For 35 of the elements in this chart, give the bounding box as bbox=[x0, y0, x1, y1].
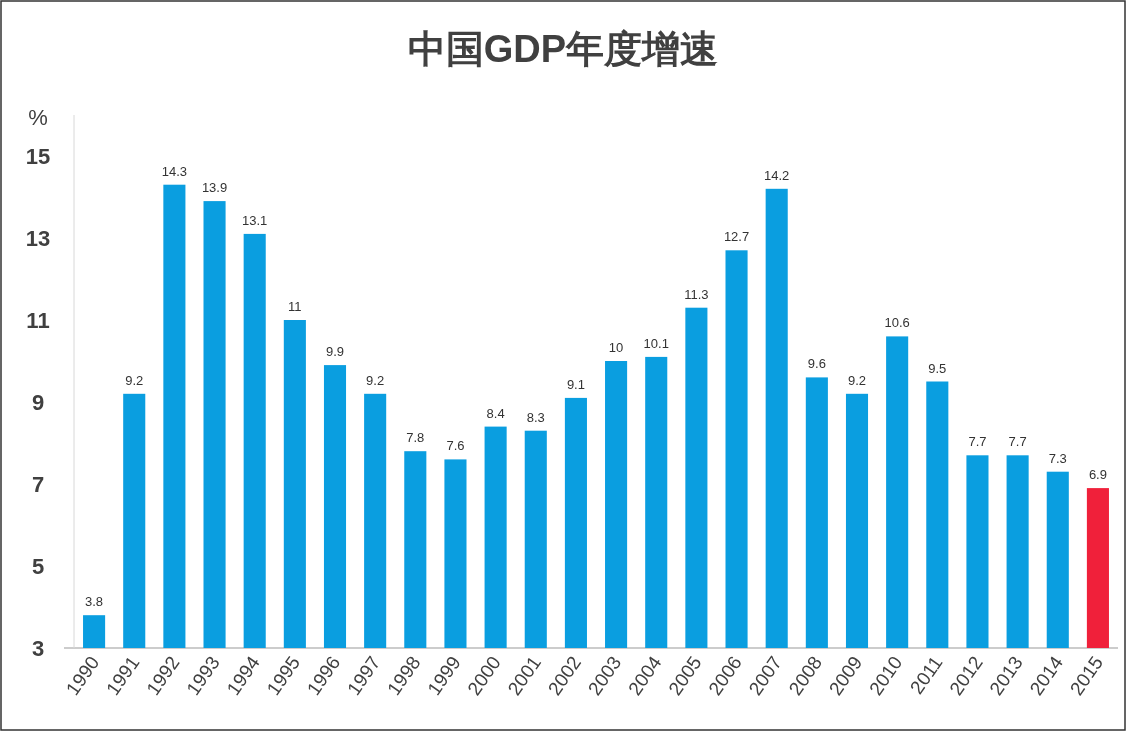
data-label: 7.7 bbox=[1008, 434, 1027, 450]
data-label: 9.1 bbox=[566, 376, 585, 392]
y-tick-label: 5 bbox=[31, 554, 45, 579]
data-label: 13.1 bbox=[242, 212, 268, 228]
y-tick-label: 9 bbox=[31, 390, 45, 415]
y-tick-label: 11 bbox=[26, 308, 50, 333]
data-label: 7.8 bbox=[406, 430, 425, 446]
data-label: 11.3 bbox=[684, 286, 709, 302]
data-label: 9.2 bbox=[125, 372, 144, 388]
y-tick-label: 15 bbox=[25, 144, 51, 169]
y-axis-title: % bbox=[28, 105, 48, 130]
data-label: 14.3 bbox=[161, 163, 188, 179]
y-tick-label: 7 bbox=[31, 472, 45, 497]
data-label: 9.5 bbox=[928, 360, 947, 376]
y-tick-label: 13 bbox=[25, 226, 51, 251]
data-label: 3.8 bbox=[85, 594, 104, 610]
data-label: 9.9 bbox=[325, 344, 345, 360]
data-label: 13.9 bbox=[201, 180, 228, 196]
data-label: 10.6 bbox=[884, 315, 910, 331]
data-label: 9.2 bbox=[366, 372, 385, 388]
data-label: 8.3 bbox=[526, 409, 545, 425]
data-label: 10.1 bbox=[643, 335, 669, 351]
data-label: 9.6 bbox=[807, 356, 826, 372]
data-label: 7.6 bbox=[446, 438, 465, 454]
data-label: 6.9 bbox=[1088, 467, 1107, 483]
data-label: 11 bbox=[288, 299, 302, 314]
chart-title: 中国GDP年度增速 bbox=[407, 28, 719, 70]
data-label: 9.2 bbox=[847, 372, 867, 388]
data-label: 10 bbox=[608, 340, 624, 355]
data-label: 14.2 bbox=[764, 167, 790, 183]
data-label: 7.3 bbox=[1048, 450, 1067, 466]
data-label: 12.7 bbox=[723, 229, 750, 245]
data-label: 8.4 bbox=[486, 405, 505, 421]
data-label: 7.7 bbox=[968, 434, 987, 450]
y-tick-label: 3 bbox=[31, 636, 45, 661]
